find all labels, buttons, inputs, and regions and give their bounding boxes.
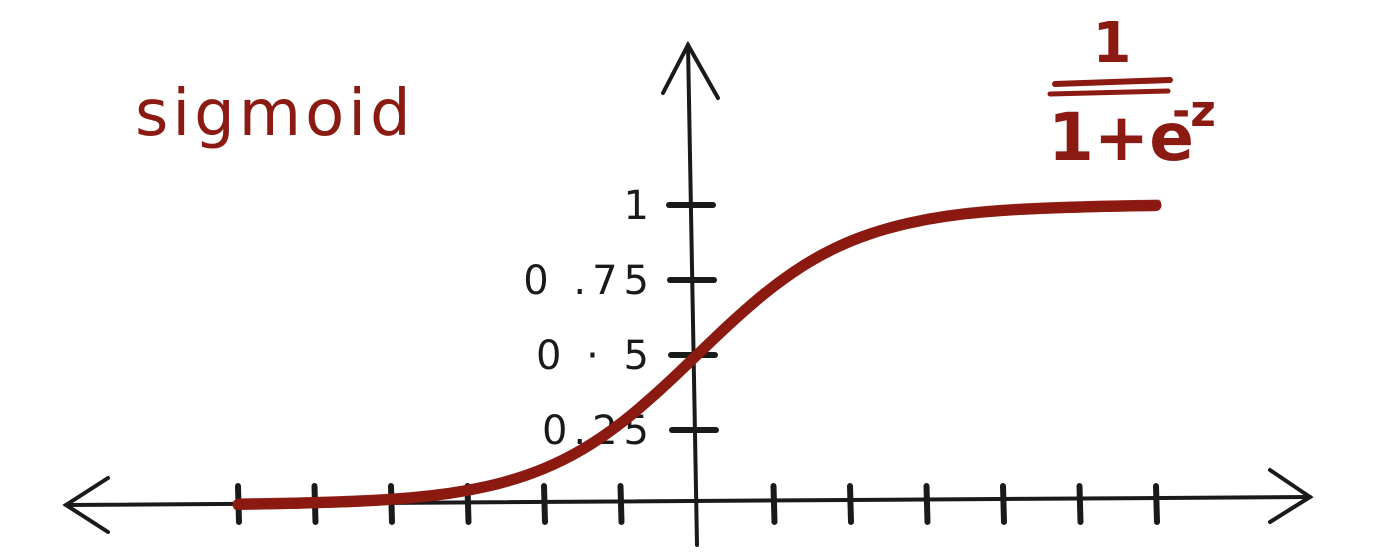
chart-title: sigmoid: [135, 77, 415, 151]
y-tick-label-3: 1: [624, 183, 655, 229]
x-axis-left-arrow: [62, 476, 110, 534]
sigmoid-curve-stroke-2: [233, 206, 1157, 510]
x-tick-9: [1000, 483, 1007, 525]
y-axis: [686, 43, 699, 547]
y-axis-arrow: [661, 40, 720, 100]
fraction-bar: [1052, 77, 1173, 87]
x-tick-10: [1076, 483, 1084, 525]
x-tick-4: [541, 483, 548, 525]
x-tick-8: [923, 483, 931, 525]
y-tick-label-2: 0 .75: [523, 258, 655, 304]
fraction-bar-stroke: [1047, 88, 1171, 97]
x-axis-right-arrow: [1268, 468, 1314, 524]
formula-numerator: 1: [1093, 11, 1132, 76]
x-tick-5: [617, 483, 625, 525]
x-tick-7: [847, 483, 854, 525]
x-tick-11: [1153, 483, 1160, 525]
x-tick-6: [770, 483, 778, 525]
ticks: [235, 202, 1160, 525]
formula: 1 1+e -z: [1047, 11, 1216, 176]
y-tick-label-1: 0 · 5: [536, 333, 655, 379]
curve-layer: [232, 199, 1162, 510]
formula-exponent: -z: [1172, 86, 1216, 137]
formula-denominator: 1+e: [1048, 99, 1194, 176]
